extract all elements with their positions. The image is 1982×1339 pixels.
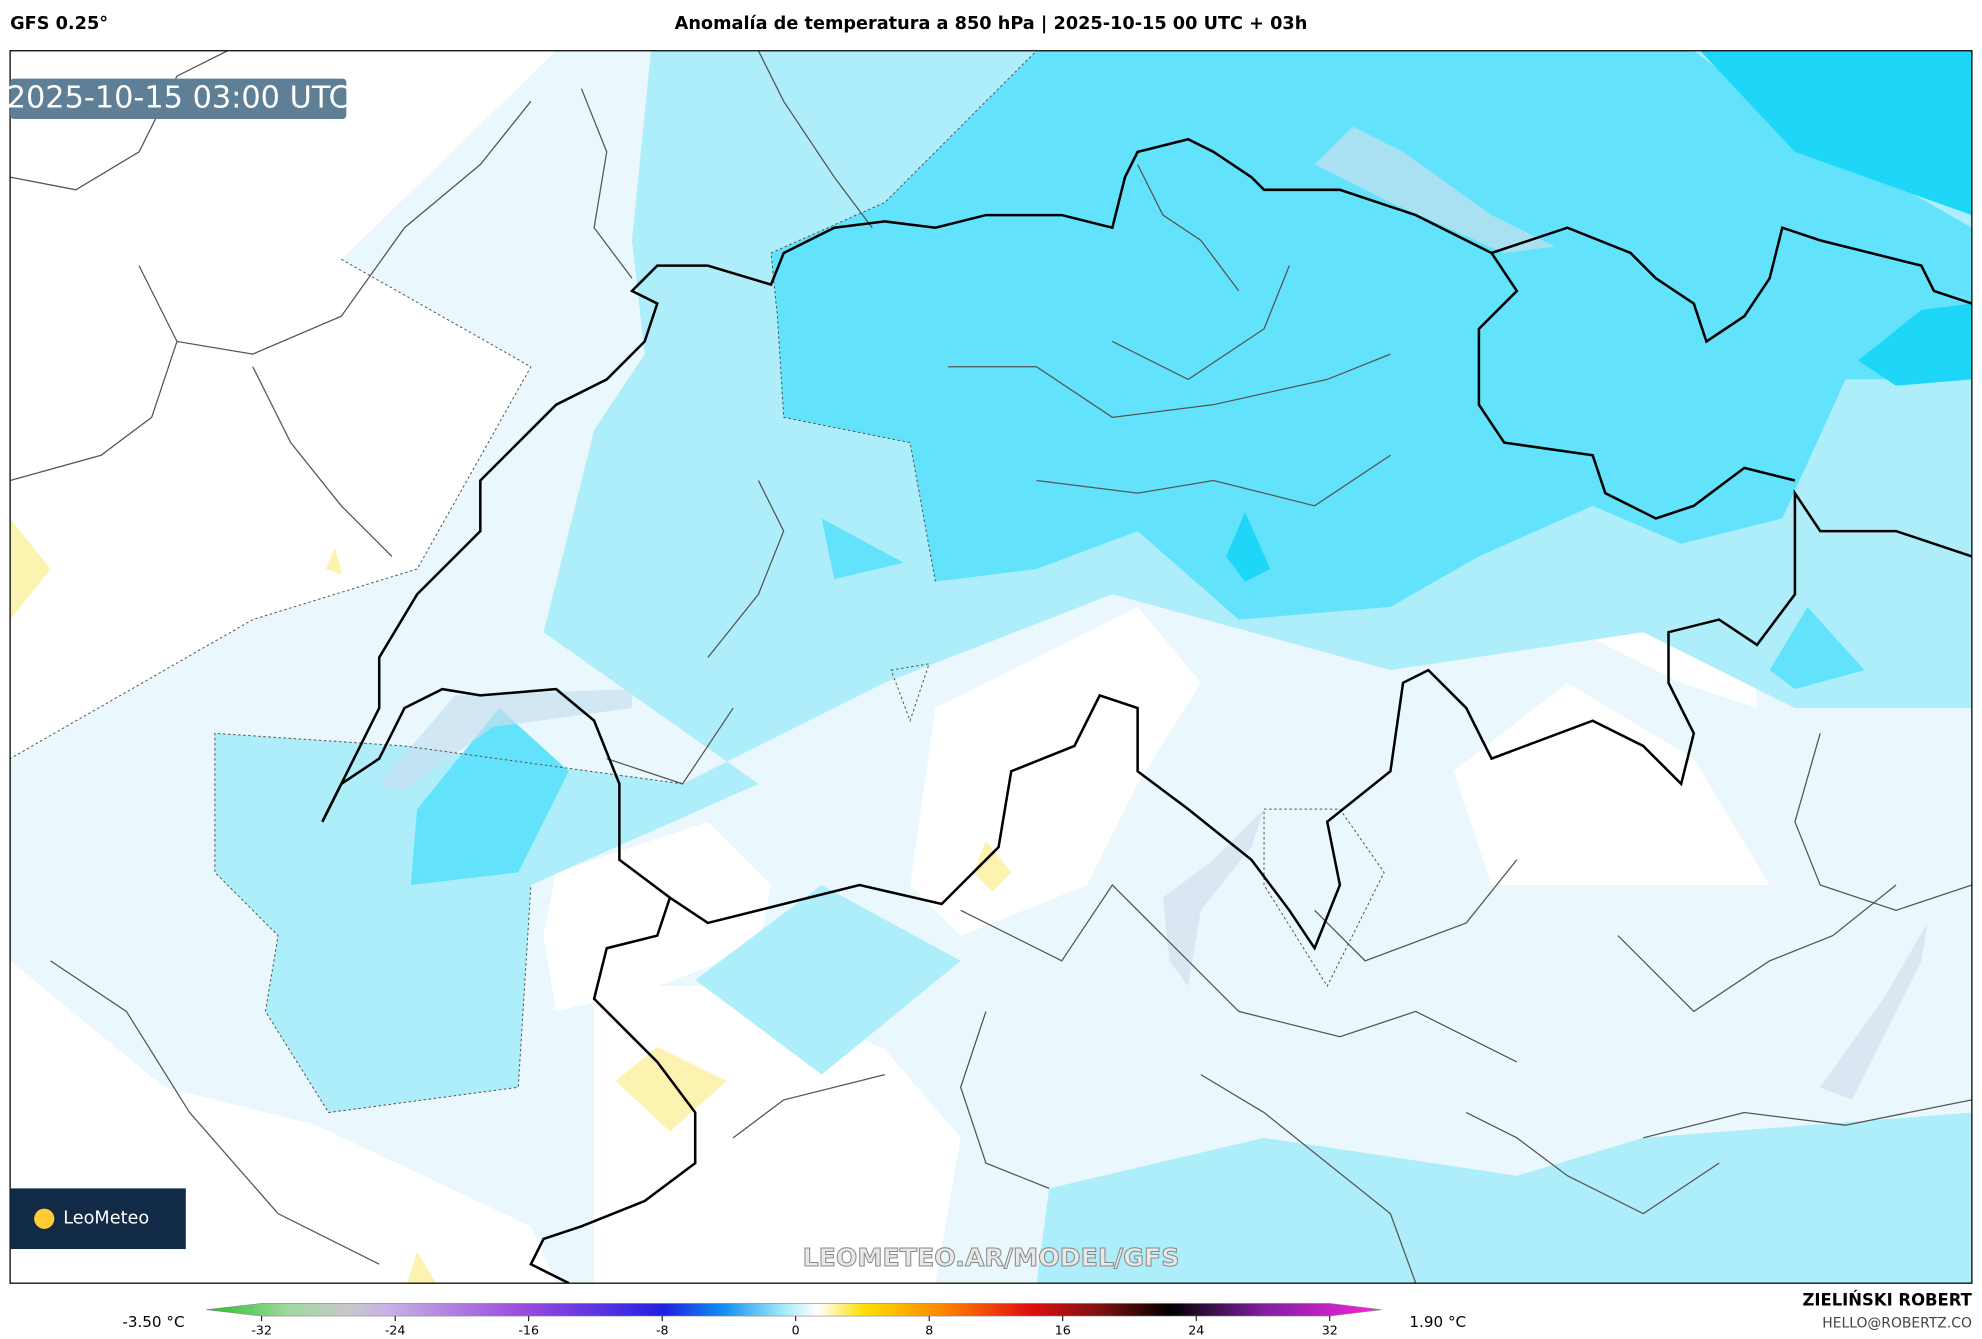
tick-label: 16 xyxy=(1055,1323,1071,1338)
tick-label: 24 xyxy=(1188,1323,1204,1338)
map xyxy=(10,50,1972,1284)
tick-label: -16 xyxy=(518,1323,539,1338)
map-frame xyxy=(9,50,1973,1284)
logo-sun xyxy=(34,1208,55,1229)
email: HELLO@ROBERTZ.CO xyxy=(1822,1316,1972,1332)
tick-label: 8 xyxy=(925,1323,933,1338)
timestamp: 2025-10-15 03:00 UTC xyxy=(7,80,350,115)
watermark: LEOMETEO.AR/MODEL/GFS xyxy=(803,1243,1180,1272)
tick-label: 0 xyxy=(792,1323,800,1338)
model-label: GFS 0.25° xyxy=(10,14,108,34)
logo-text: LeoMeteo xyxy=(63,1209,149,1229)
tick-label: 32 xyxy=(1322,1323,1338,1338)
tick-label: -24 xyxy=(385,1323,406,1338)
colorbar-min: -3.50 °C xyxy=(122,1313,184,1331)
timestamp-box xyxy=(10,78,347,120)
colorbar xyxy=(206,1303,1382,1317)
colorbar-ticks: -32 -24 -16 -8 0 8 16 24 32 xyxy=(251,1316,1338,1338)
author: ZIELIŃSKI ROBERT xyxy=(1802,1290,1972,1309)
map-title: Anomalía de temperatura a 850 hPa | 2025… xyxy=(675,14,1308,34)
colorbar-max: 1.90 °C xyxy=(1409,1313,1466,1331)
tick-label: -32 xyxy=(251,1323,272,1338)
tick-label: -8 xyxy=(656,1323,669,1338)
